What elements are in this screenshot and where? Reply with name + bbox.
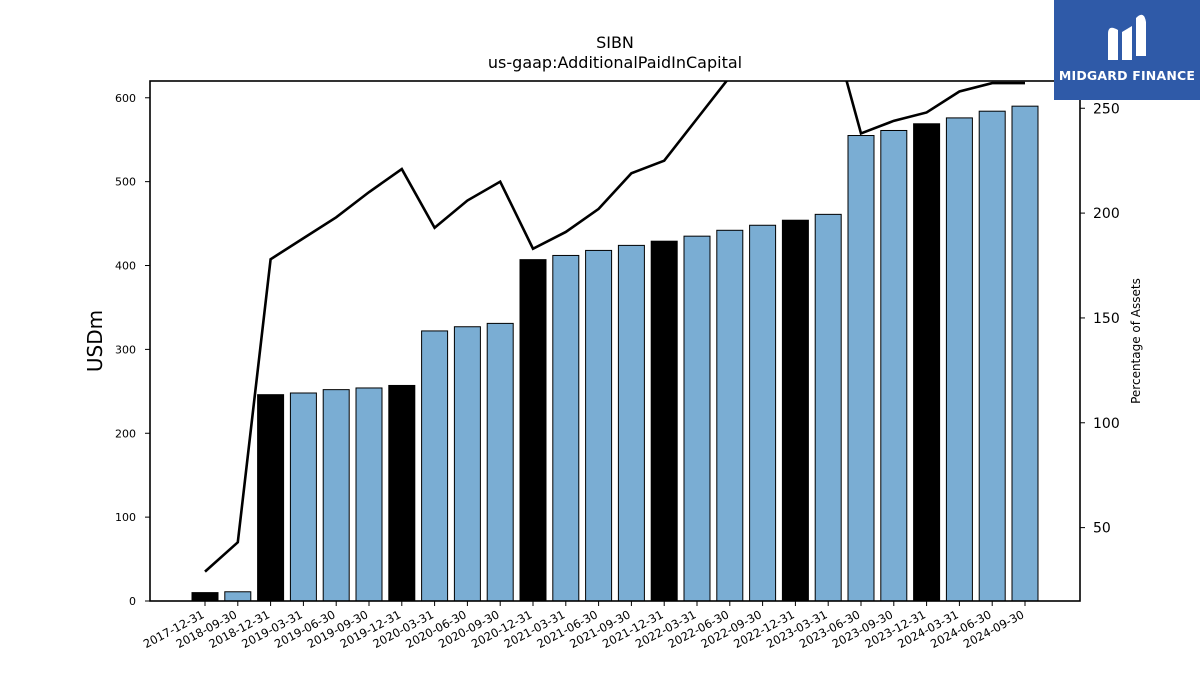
bars [191,105,1039,602]
bar [683,235,711,602]
bar [585,249,613,602]
bar [978,110,1006,602]
bar [617,244,645,602]
y2-tick-label: 50 [1093,521,1111,537]
bar [486,322,514,602]
bar [913,123,941,602]
y2-tick-label: 150 [1093,311,1120,327]
plot-frame [149,80,1081,602]
y-tick-label: 300 [115,343,136,356]
y2-axis-label: Percentage of Assets [1129,278,1143,404]
midgard-finance-logo: MIDGARD FINANCE [1054,0,1200,100]
bar [519,259,547,602]
bar [847,135,875,602]
bar [716,229,744,602]
bar [749,224,777,602]
chart-title: SIBN [596,33,634,52]
logo-text: MIDGARD FINANCE [1058,68,1196,83]
y-tick-label: 200 [115,427,136,440]
y-tick-label: 0 [129,595,136,608]
bar [552,254,580,602]
bar [322,389,350,602]
bar [814,213,842,602]
y2-tick-label: 250 [1093,101,1120,117]
y-tick-label: 600 [115,92,136,105]
bar [257,394,285,602]
series-line [204,81,1025,573]
logo-mark-icon [1108,14,1146,60]
bar [945,117,973,602]
bar [453,326,481,602]
bar [224,591,252,602]
chart-subtitle: us-gaap:AdditionalPaidInCapital [488,53,742,72]
y-tick-label: 100 [115,511,136,524]
bar [880,129,908,602]
bar [191,592,219,602]
bar [650,240,678,602]
bar [355,387,383,602]
bar [781,219,809,602]
bar [421,330,449,602]
bar [1011,105,1039,602]
y-axis-label: USDm [83,310,107,372]
bar [289,392,317,602]
y2-tick-label: 200 [1093,206,1120,222]
line-layer [204,81,1025,573]
y-tick-label: 500 [115,176,136,189]
bar [388,384,416,602]
y2-tick-label: 100 [1093,416,1120,432]
y-tick-label: 400 [115,260,136,273]
